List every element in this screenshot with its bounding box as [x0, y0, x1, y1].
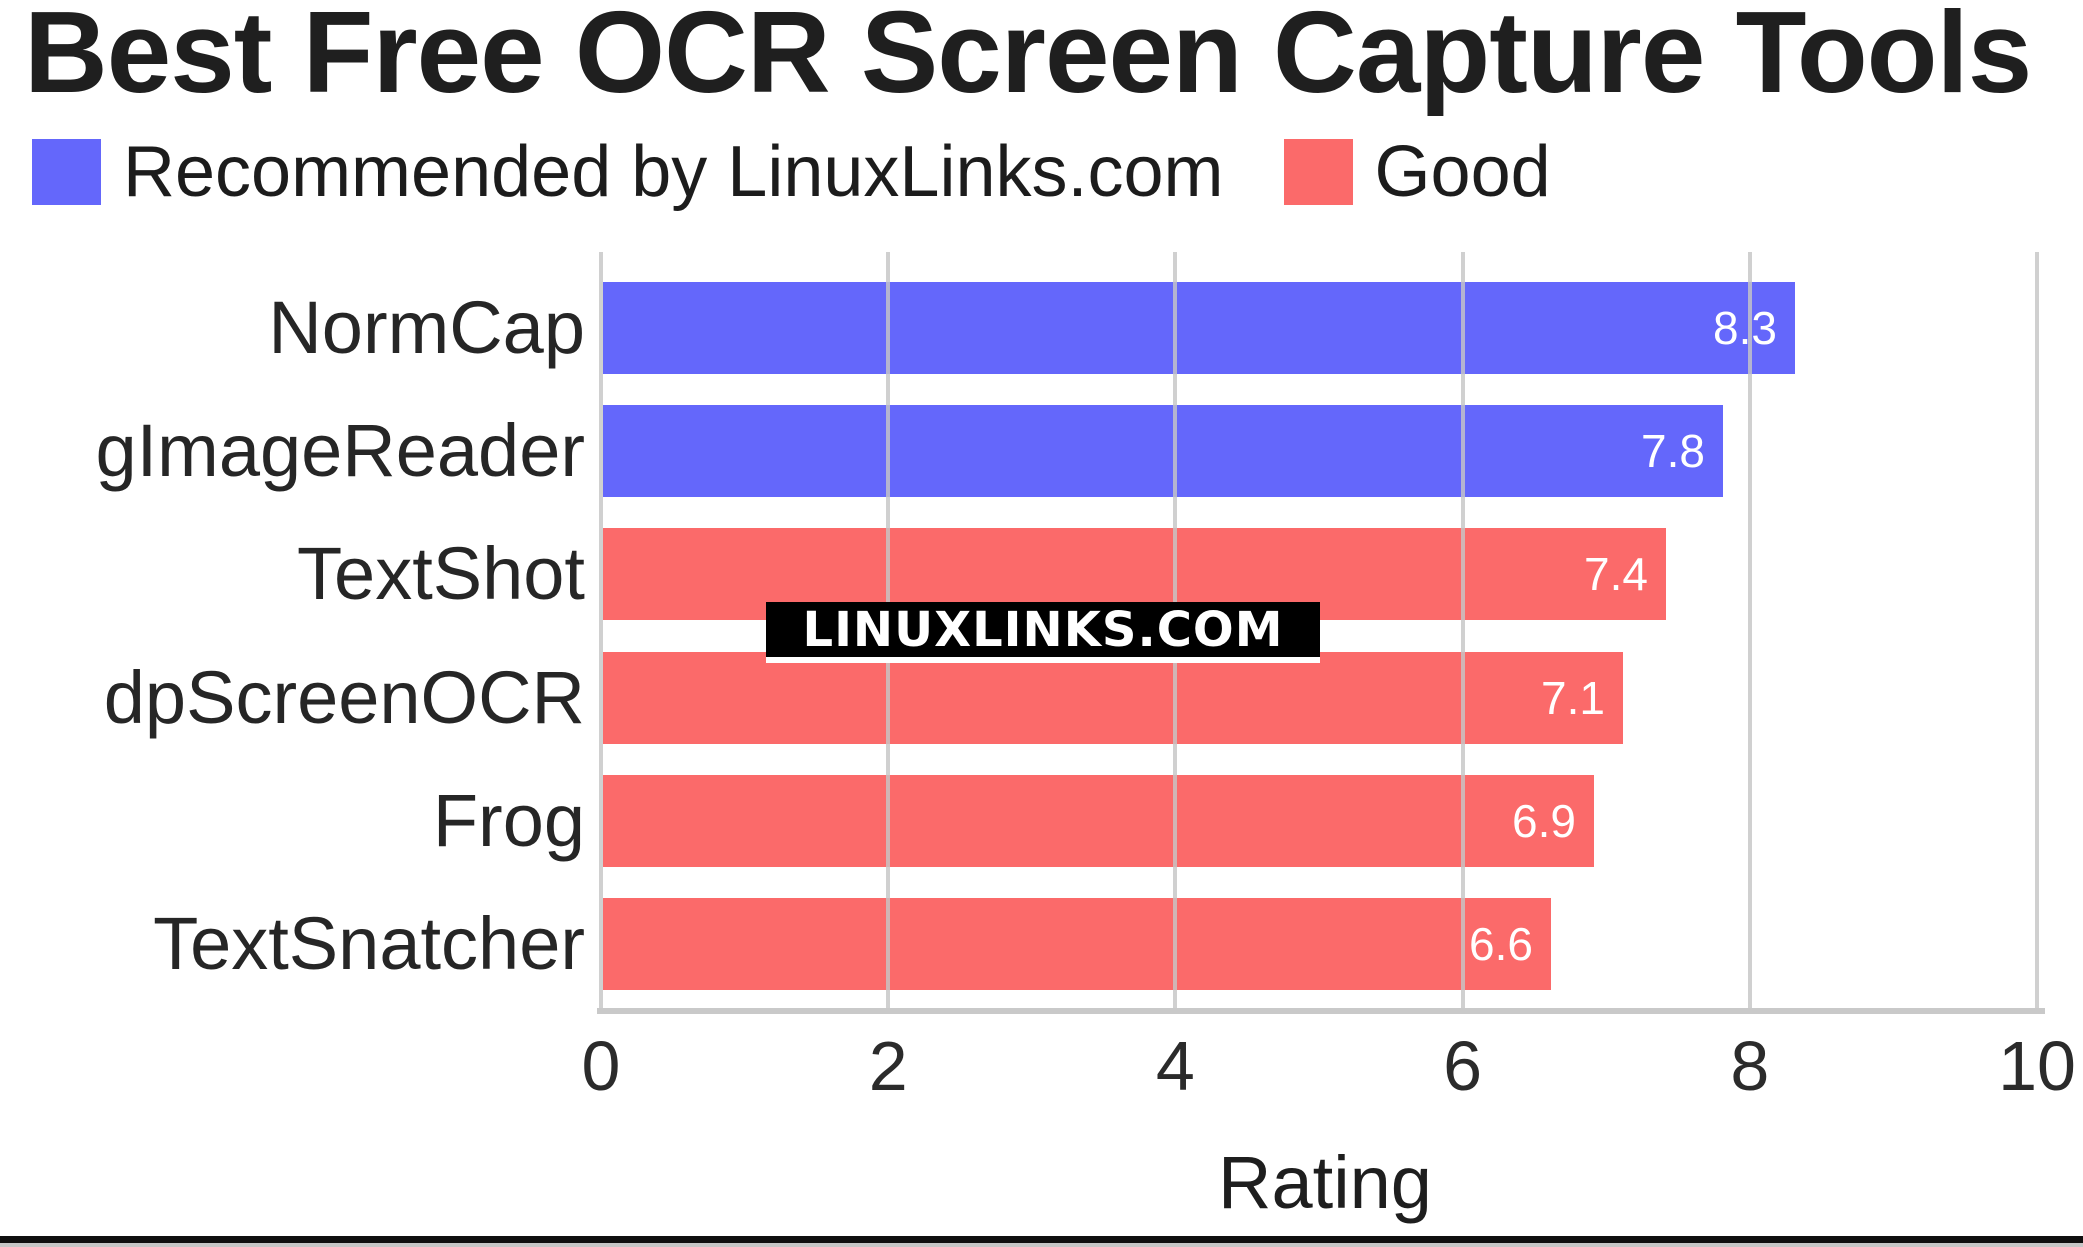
legend-swatch-recommended [32, 139, 101, 205]
legend-label-recommended: Recommended by LinuxLinks.com [123, 132, 1224, 212]
category-label-normcap: NormCap [268, 286, 585, 369]
bar-gimagereader [603, 405, 1723, 497]
watermark-underline [766, 657, 1320, 663]
x-tick-label-2: 2 [868, 1027, 908, 1105]
value-label-normcap: 8.3 [1713, 302, 1777, 354]
x-axis-baseline [597, 1008, 2045, 1014]
bar-normcap [603, 282, 1795, 374]
watermark: LINUXLINKS.COM [766, 601, 1320, 658]
bar-dpscreenocr [603, 652, 1623, 744]
gridline-x-10 [2035, 252, 2039, 1010]
category-label-dpscreenocr: dpScreenOCR [103, 656, 585, 739]
bar-textsnatcher [603, 898, 1551, 990]
value-label-textsnatcher: 6.6 [1469, 918, 1533, 970]
legend: Recommended by LinuxLinks.com Good [32, 132, 1611, 212]
gridline-x-0 [599, 252, 603, 1010]
x-tick-label-10: 10 [1998, 1027, 2076, 1105]
x-tick-label-0: 0 [581, 1027, 621, 1105]
legend-swatch-good [1283, 139, 1353, 205]
category-label-frog: Frog [432, 779, 585, 862]
category-label-textshot: TextShot [297, 532, 585, 615]
x-tick-label-4: 4 [1155, 1027, 1195, 1105]
x-tick-label-8: 8 [1730, 1027, 1770, 1105]
x-tick-label-6: 6 [1443, 1027, 1483, 1105]
value-label-dpscreenocr: 7.1 [1541, 672, 1605, 724]
chart-title: Best Free OCR Screen Capture Tools [24, 0, 2032, 117]
value-label-frog: 6.9 [1512, 795, 1576, 847]
category-label-gimagereader: gImageReader [95, 409, 585, 492]
category-label-textsnatcher: TextSnatcher [153, 902, 585, 985]
bottom-divider [0, 1236, 2083, 1243]
bar-frog [603, 775, 1594, 867]
watermark-text: LINUXLINKS.COM [802, 601, 1284, 658]
gridline-x-8 [1747, 252, 1752, 1010]
bottom-divider-shadow [0, 1243, 2083, 1247]
value-label-gimagereader: 7.8 [1641, 425, 1705, 477]
x-axis-title: Rating [1218, 1141, 1432, 1224]
value-label-textshot: 7.4 [1584, 548, 1648, 600]
gridline-x-6 [1460, 252, 1465, 1010]
legend-label-good: Good [1374, 132, 1551, 212]
